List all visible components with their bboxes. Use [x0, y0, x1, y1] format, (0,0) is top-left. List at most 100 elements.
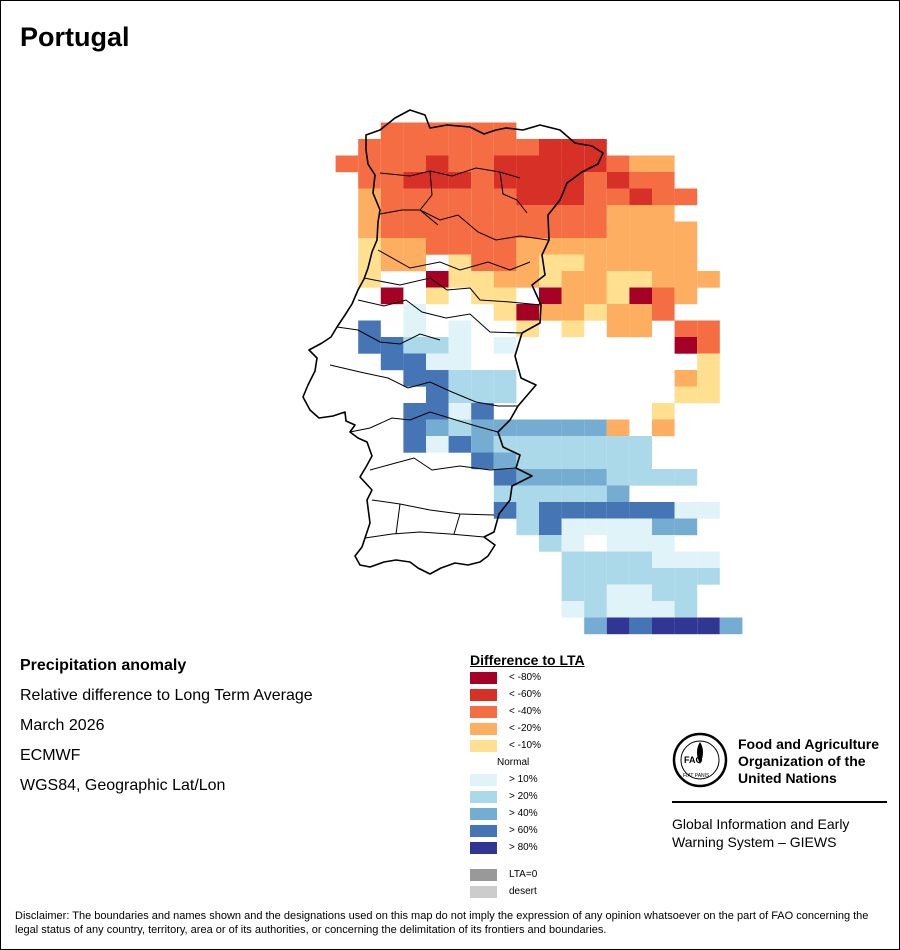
anomaly-cell	[539, 452, 562, 470]
anomaly-cell	[584, 188, 607, 206]
anomaly-cell	[403, 370, 426, 387]
legend-swatch	[470, 886, 497, 898]
anomaly-cell	[403, 155, 426, 173]
anomaly-cell	[448, 221, 472, 239]
anomaly-cell	[697, 337, 720, 354]
anomaly-cell	[629, 205, 652, 222]
giews-line2: Warning System – GIEWS	[672, 834, 837, 850]
anomaly-cell	[606, 469, 630, 486]
anomaly-cell	[561, 584, 585, 602]
anomaly-cell	[652, 551, 675, 569]
anomaly-cell	[539, 304, 562, 321]
map-title: Portugal	[20, 22, 130, 52]
anomaly-cell	[584, 436, 607, 453]
anomaly-cell	[606, 254, 630, 272]
anomaly-cell	[539, 221, 562, 239]
anomaly-cell	[403, 320, 426, 338]
fao-divider	[672, 801, 887, 803]
anomaly-cell	[652, 419, 675, 437]
anomaly-cell	[403, 254, 426, 272]
anomaly-cell	[674, 584, 698, 602]
anomaly-cell	[606, 617, 630, 635]
anomaly-cell	[493, 386, 517, 404]
anomaly-cell	[674, 271, 698, 288]
anomaly-cell	[584, 617, 607, 635]
anomaly-cell	[493, 485, 517, 503]
anomaly-cell	[516, 221, 539, 239]
anomaly-cell	[516, 452, 539, 470]
anomaly-cell	[403, 403, 426, 420]
anomaly-cell	[380, 287, 404, 305]
anomaly-cell	[380, 139, 404, 156]
anomaly-cell	[674, 188, 698, 206]
anomaly-cell	[629, 304, 652, 321]
anomaly-cell	[471, 254, 494, 272]
anomaly-cell	[358, 205, 381, 222]
variable-label: Precipitation anomaly	[20, 657, 187, 674]
anomaly-cell	[516, 139, 539, 156]
anomaly-cell	[606, 551, 630, 569]
anomaly-cell	[606, 518, 630, 536]
anomaly-cell	[584, 502, 607, 519]
anomaly-cell	[516, 238, 539, 255]
anomaly-cell	[448, 320, 472, 338]
anomaly-cell	[448, 254, 472, 272]
anomaly-cell	[561, 320, 585, 338]
fao-name-line3: United Nations	[738, 770, 837, 786]
anomaly-cell	[380, 155, 404, 173]
anomaly-cell	[403, 419, 426, 437]
anomaly-cell	[471, 386, 494, 404]
anomaly-cell	[584, 469, 607, 486]
anomaly-cell	[561, 172, 585, 189]
anomaly-cell	[606, 584, 630, 602]
anomaly-cell	[380, 238, 404, 255]
anomaly-cell	[516, 188, 539, 206]
anomaly-cell	[471, 205, 494, 222]
anomaly-cell	[606, 535, 630, 552]
anomaly-cell	[426, 370, 449, 387]
legend-label: < -20%	[509, 723, 541, 734]
anomaly-cell	[493, 254, 517, 272]
anomaly-cell	[516, 436, 539, 453]
anomaly-cell	[674, 337, 698, 354]
period-label: March 2026	[20, 717, 105, 734]
legend-label: < -40%	[509, 706, 541, 717]
anomaly-cell	[358, 139, 381, 156]
anomaly-cell	[652, 617, 675, 635]
anomaly-cell	[539, 238, 562, 255]
anomaly-cell	[358, 221, 381, 239]
anomaly-cell	[561, 601, 585, 618]
anomaly-cell	[629, 436, 652, 453]
anomaly-cell	[539, 485, 562, 503]
anomaly-cell	[584, 205, 607, 222]
anomaly-cell	[584, 601, 607, 618]
anomaly-cell	[606, 419, 630, 437]
anomaly-cell	[493, 502, 517, 519]
anomaly-cell	[561, 436, 585, 453]
anomaly-cell	[652, 469, 675, 486]
legend-swatch	[470, 774, 497, 786]
anomaly-cell	[493, 122, 517, 140]
anomaly-cell	[584, 419, 607, 437]
anomaly-cell	[448, 238, 472, 255]
anomaly-cell	[448, 271, 472, 288]
anomaly-cell	[606, 205, 630, 222]
anomaly-cell	[539, 139, 562, 156]
anomaly-cell	[539, 518, 562, 536]
fao-logo: FAO FIAT PANIS	[672, 732, 728, 788]
legend-swatch	[470, 825, 497, 837]
anomaly-cell	[539, 287, 562, 305]
anomaly-cell	[606, 568, 630, 585]
anomaly-cell	[471, 139, 494, 156]
description-label: Relative difference to Long Term Average	[20, 687, 313, 704]
anomaly-cell	[380, 188, 404, 206]
anomaly-cell	[697, 386, 720, 404]
anomaly-cell	[719, 617, 743, 635]
anomaly-cell	[697, 551, 720, 569]
anomaly-cell	[426, 122, 449, 140]
anomaly-cell	[561, 238, 585, 255]
anomaly-cell	[652, 238, 675, 255]
anomaly-cell	[448, 188, 472, 206]
anomaly-cell	[380, 172, 404, 189]
anomaly-cell	[539, 271, 562, 288]
